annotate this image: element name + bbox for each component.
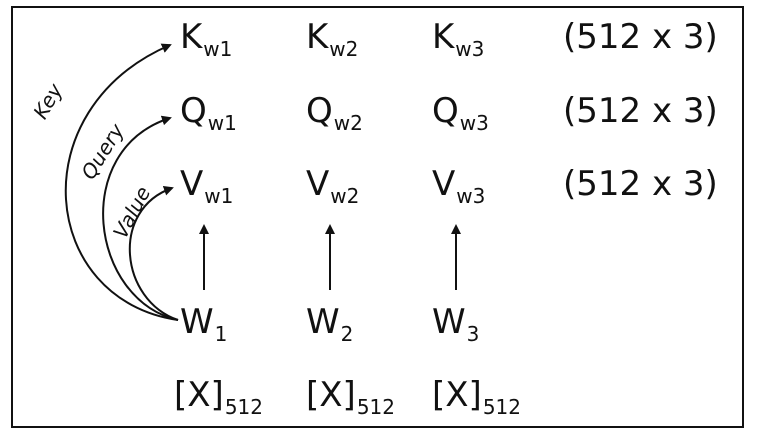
input-embedding-3: [X]512 xyxy=(432,375,522,419)
value-dimension: (512 x 3) xyxy=(563,164,718,204)
value-w3: Vw3 xyxy=(432,164,486,208)
key-w1: Kw1 xyxy=(180,17,233,61)
value-w2: Vw2 xyxy=(306,164,360,208)
query-w2: Qw2 xyxy=(306,91,363,135)
query-w3: Qw3 xyxy=(432,91,489,135)
word-3: W3 xyxy=(432,302,480,346)
query-w1: Qw1 xyxy=(180,91,237,135)
diagram-frame xyxy=(11,6,744,428)
word-1: W1 xyxy=(180,302,228,346)
query-dimension: (512 x 3) xyxy=(563,91,718,131)
key-curve-arrow xyxy=(64,43,179,321)
input-embedding-1: [X]512 xyxy=(174,375,264,419)
value-curve-arrow xyxy=(128,185,179,321)
input-embedding-2: [X]512 xyxy=(306,375,396,419)
word-2: W2 xyxy=(306,302,354,346)
key-dimension: (512 x 3) xyxy=(563,17,718,57)
key-w2: Kw2 xyxy=(306,17,359,61)
query-curve-arrow xyxy=(102,115,179,321)
value-w1: Vw1 xyxy=(180,164,234,208)
key-w3: Kw3 xyxy=(432,17,485,61)
